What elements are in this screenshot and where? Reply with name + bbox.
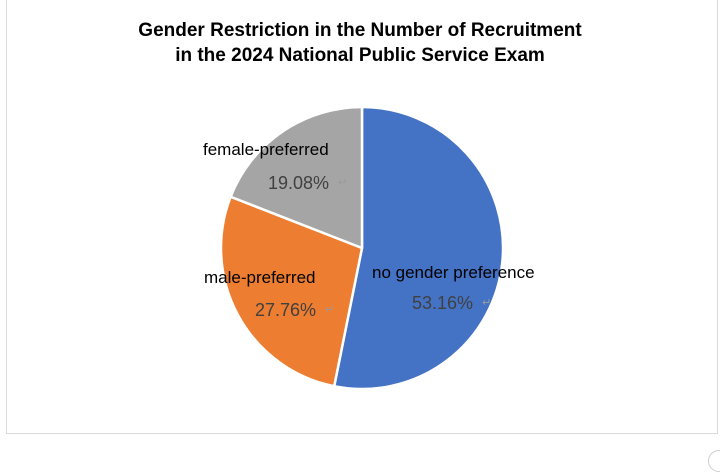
chart-title-line-2: in the 2024 National Public Service Exam	[175, 45, 545, 66]
pie-slice-female-preferred	[229, 105, 364, 250]
pie-slices	[219, 105, 505, 391]
slice-label-female-preferred: female-preferred	[203, 140, 329, 159]
chart-title-line-1: Gender Restriction in the Number of Recr…	[138, 20, 582, 41]
pie-labels: no gender preference 53.16% ↵ male-preferre…	[203, 140, 535, 320]
slice-value-no-gender-preference: 53.16%	[412, 293, 473, 313]
slice-label-male-preferred: male-preferred	[204, 268, 316, 287]
slice-value-female-preferred: 19.08%	[268, 173, 329, 193]
chart-title: Gender Restriction in the Number of Recr…	[0, 18, 720, 68]
paragraph-mark-icon: ↵	[338, 176, 347, 189]
pie-slice-no-gender-preference	[332, 105, 505, 391]
paragraph-mark-icon: ↵	[325, 303, 334, 316]
paragraph-mark-icon: ↵	[482, 296, 491, 309]
slice-value-male-preferred: 27.76%	[255, 300, 316, 320]
corner-scroll-indicator	[708, 450, 720, 472]
slice-label-no-gender-preference: no gender preference	[372, 263, 535, 282]
pie-slice-male-preferred	[219, 195, 364, 388]
